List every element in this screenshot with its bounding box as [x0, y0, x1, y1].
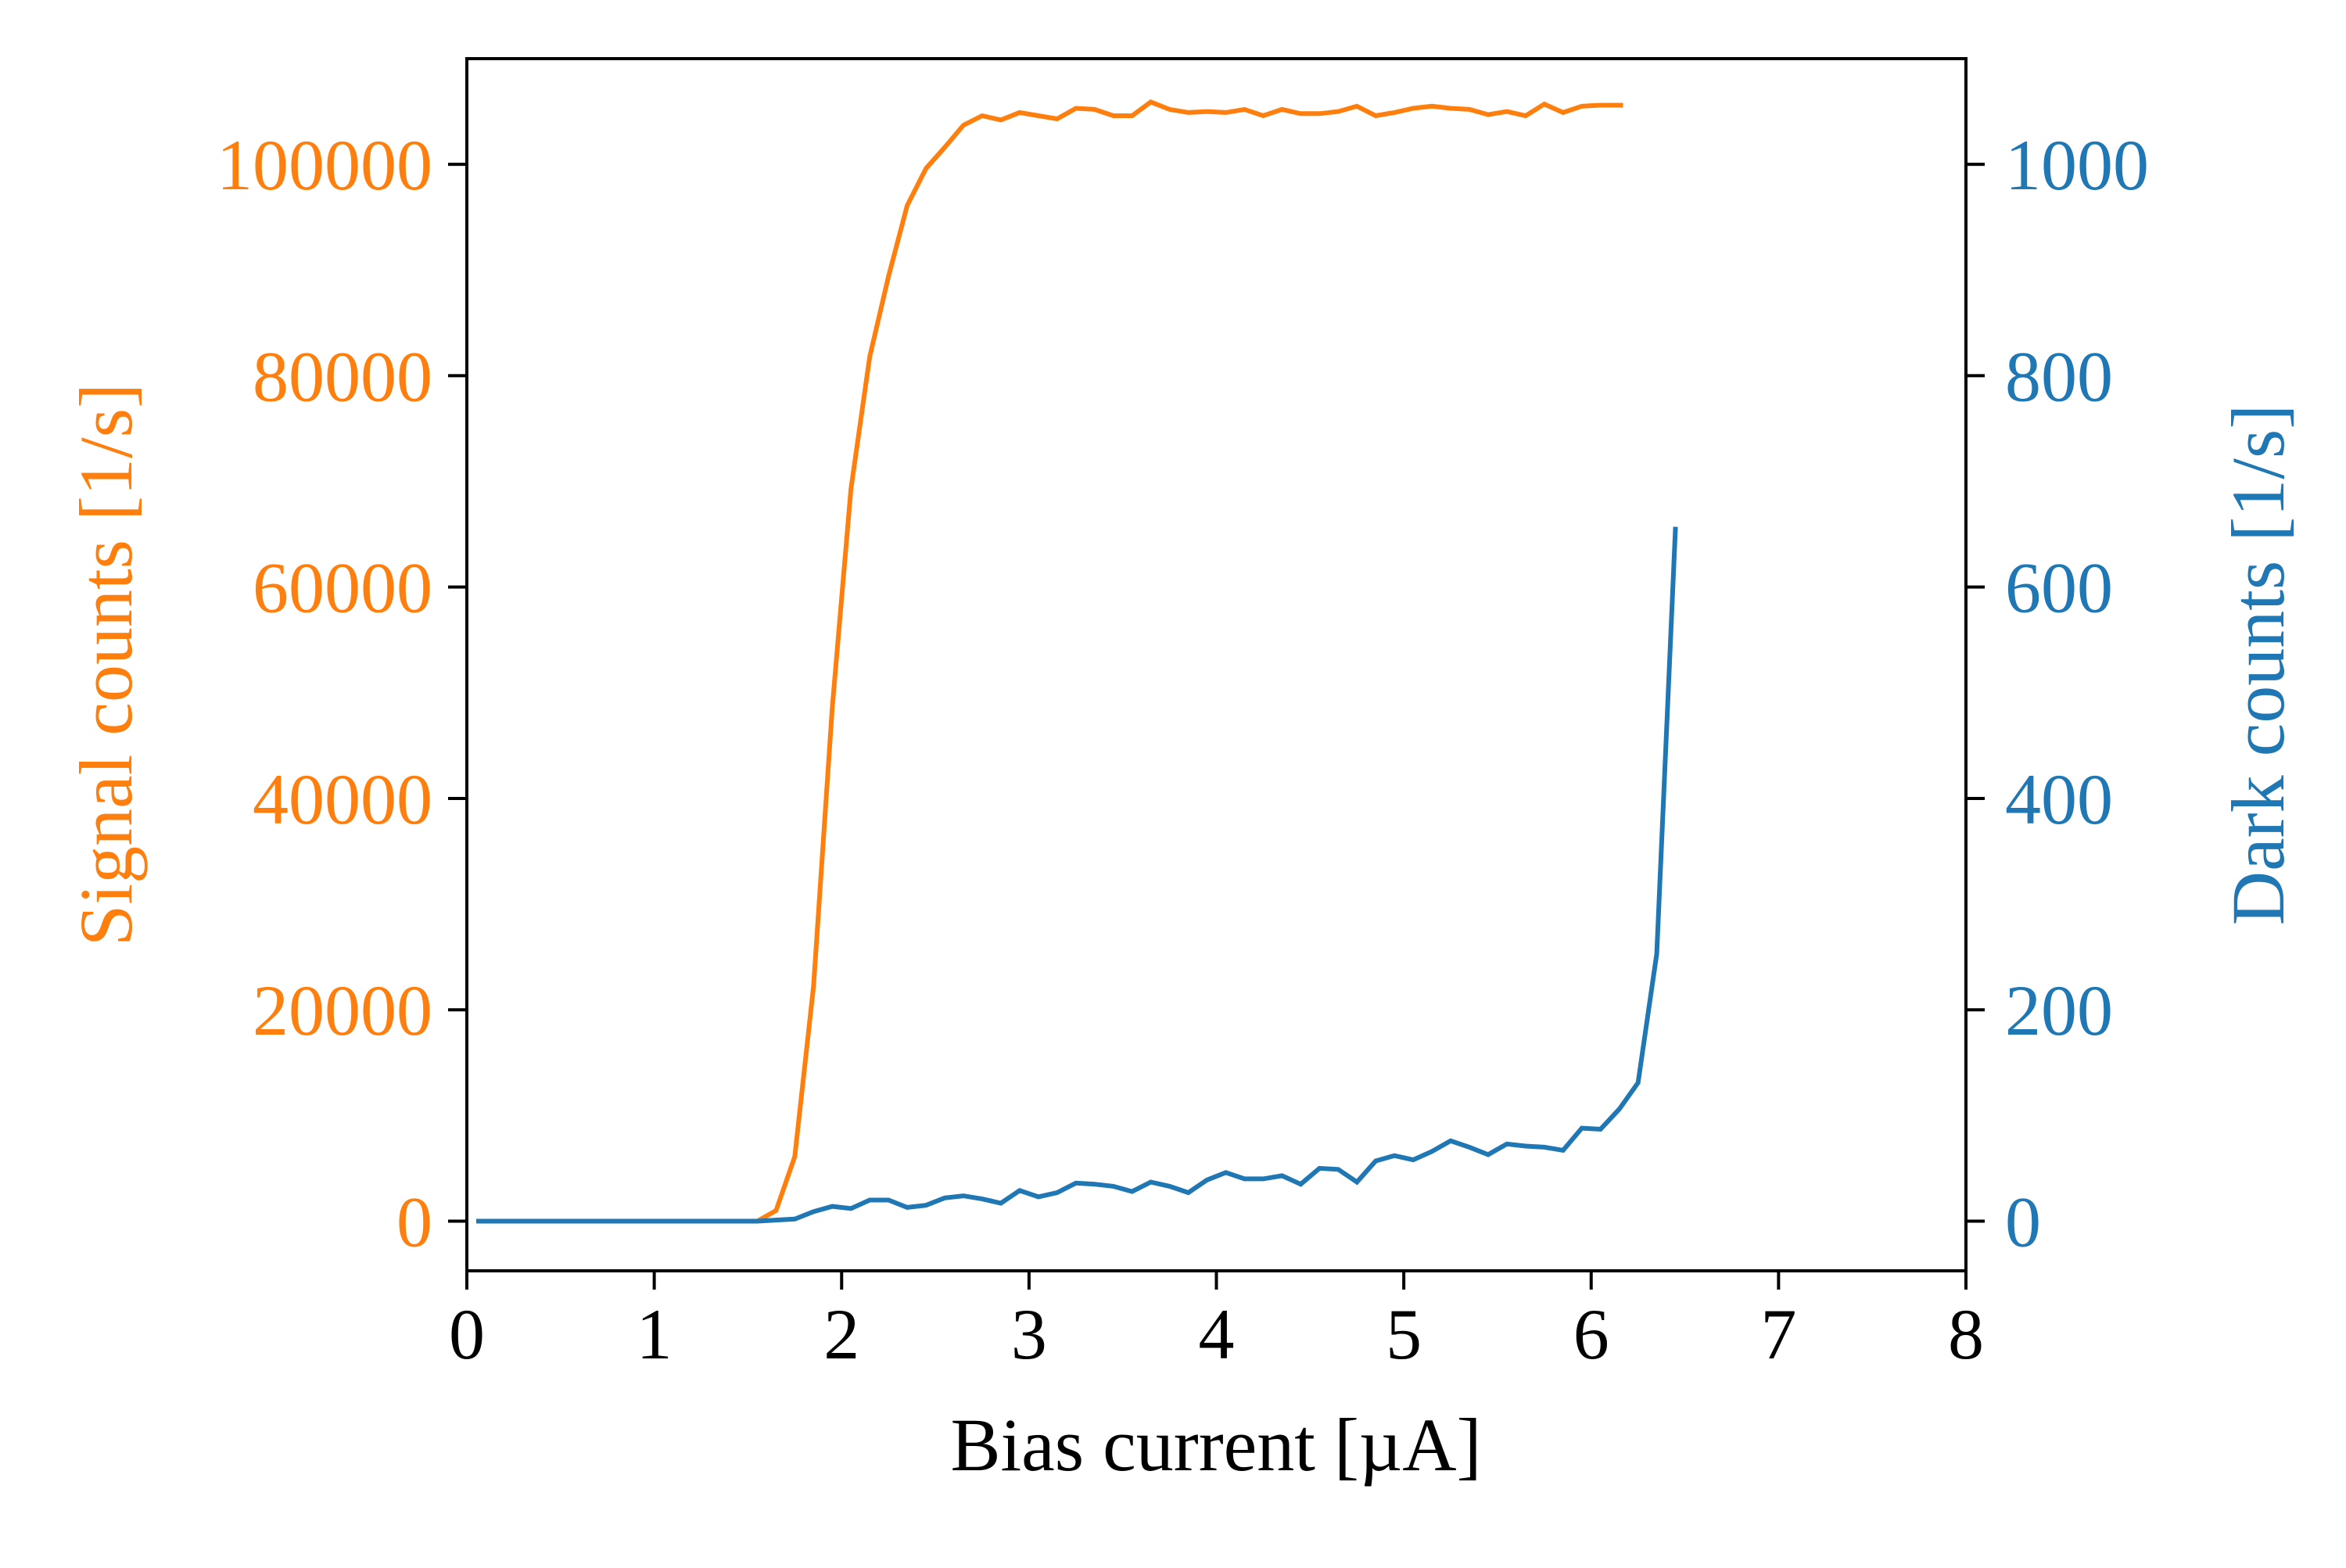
x-tick-label: 5 — [1386, 1294, 1422, 1374]
right-y-tick-label: 1000 — [2005, 125, 2149, 205]
dark-counts-line — [476, 526, 1678, 1224]
right-y-tick-label: 200 — [2005, 971, 2113, 1050]
x-tick-label: 7 — [1760, 1294, 1796, 1374]
left-y-tick-label: 20000 — [253, 971, 432, 1050]
right-y-tick-label: 800 — [2005, 336, 2113, 416]
right-y-axis-label: Dark counts [1/s] — [2216, 404, 2300, 926]
left-y-axis-label: Signal counts [1/s] — [64, 383, 148, 946]
x-tick-label: 1 — [637, 1294, 673, 1374]
left-y-tick-label: 0 — [396, 1182, 432, 1261]
left-y-axis-ticks: 0 20000 40000 60000 80000 100000 — [217, 125, 467, 1261]
plot-lines — [476, 99, 1678, 1224]
right-y-tick-label: 400 — [2005, 759, 2113, 839]
right-y-tick-label: 600 — [2005, 548, 2113, 628]
right-y-axis-ticks: 0 200 400 600 800 1000 — [1966, 125, 2149, 1261]
x-tick-label: 3 — [1011, 1294, 1047, 1374]
x-axis-ticks: 0 1 2 3 4 5 6 7 8 — [449, 1271, 1984, 1374]
x-tick-label: 0 — [449, 1294, 485, 1374]
left-y-tick-label: 40000 — [253, 759, 432, 839]
left-y-tick-label: 100000 — [217, 125, 432, 205]
x-tick-label: 4 — [1199, 1294, 1235, 1374]
x-tick-label: 8 — [1948, 1294, 1984, 1374]
x-tick-label: 2 — [823, 1294, 859, 1374]
x-axis-label: Bias current [µA] — [950, 1403, 1481, 1487]
x-tick-label: 6 — [1573, 1294, 1609, 1374]
left-y-tick-label: 80000 — [253, 336, 432, 416]
left-y-tick-label: 60000 — [253, 548, 432, 628]
right-y-tick-label: 0 — [2005, 1182, 2041, 1261]
